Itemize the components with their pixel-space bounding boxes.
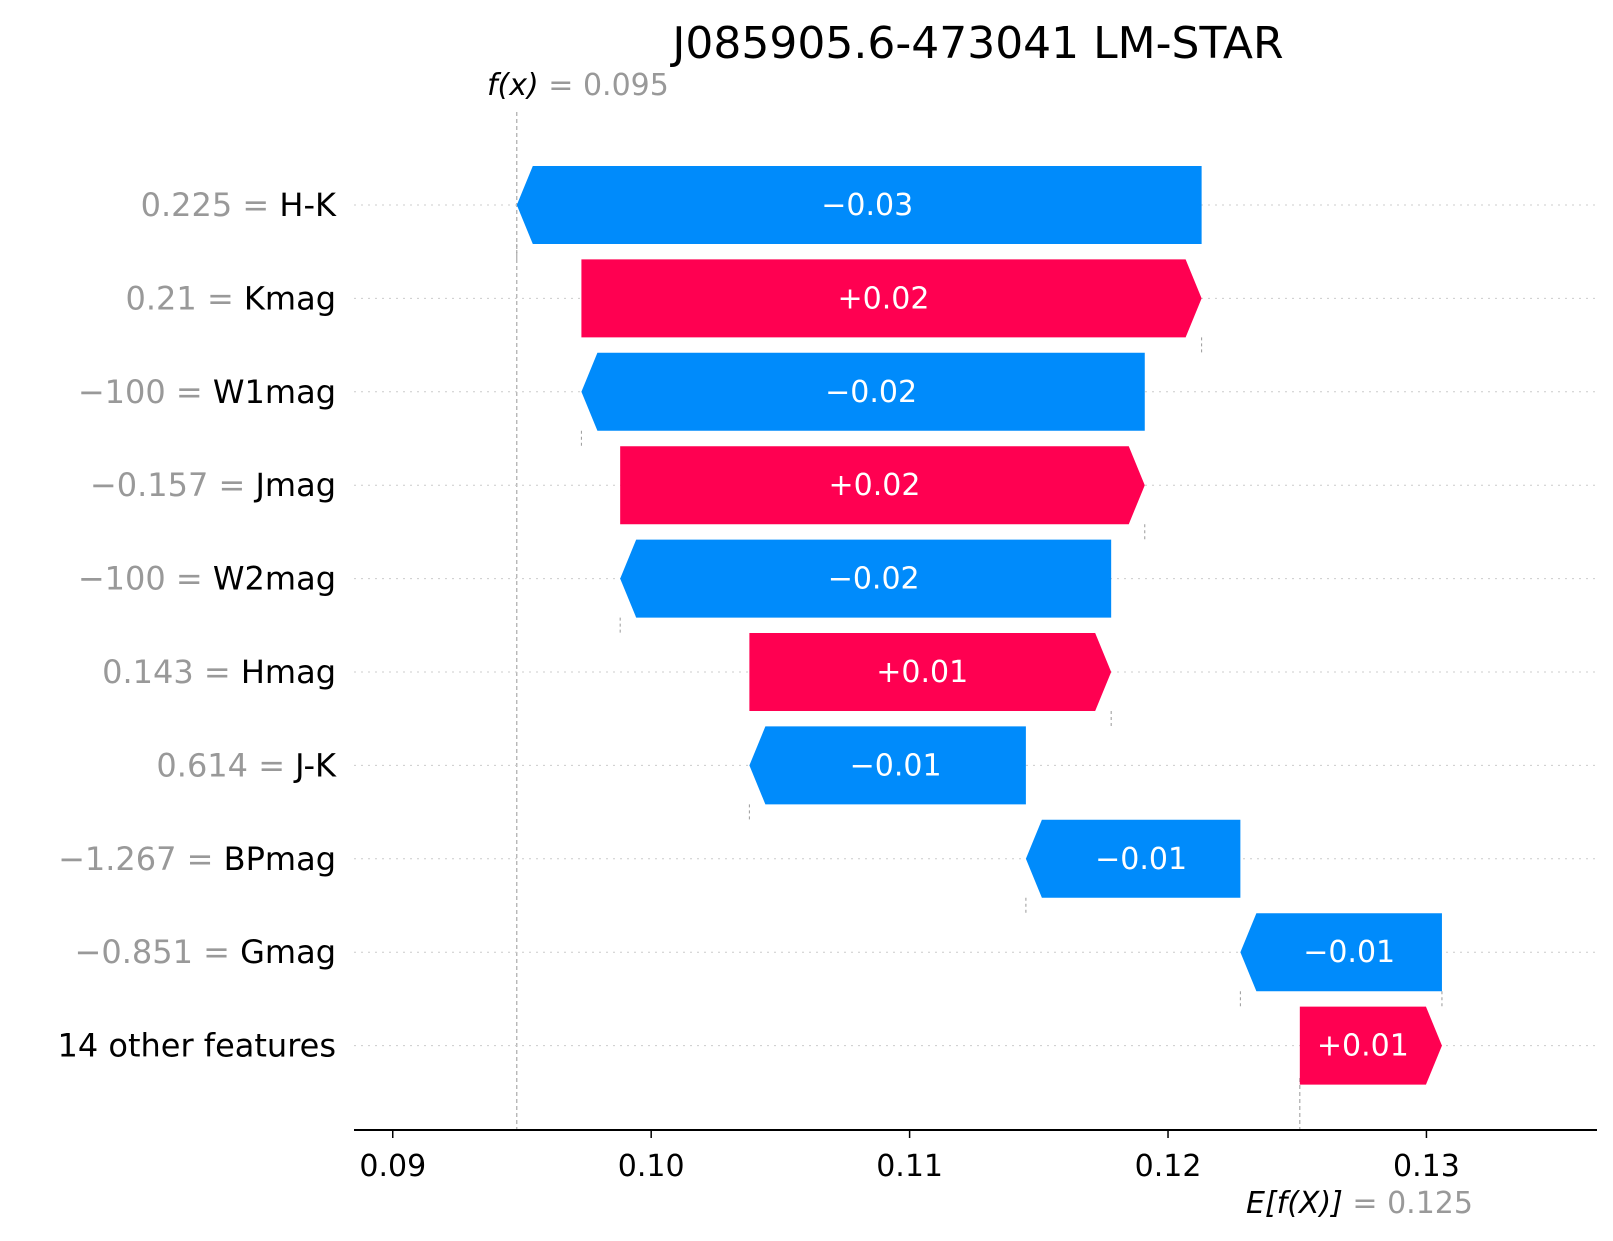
feature-name: W1mag [213,373,336,411]
bar-value-label: +0.02 [829,468,921,503]
feature-label: −0.851 = Gmag [75,933,336,971]
feature-name: BPmag [224,840,336,878]
base-value-label: E[f(X)] = 0.125 [1246,1186,1473,1221]
feature-label: −1.267 = BPmag [58,840,336,878]
feature-value: 0.21 = [126,279,244,317]
x-tick-label: 0.09 [359,1149,426,1184]
feature-value: 0.614 = [156,746,295,784]
fx-value: = 0.095 [539,68,669,103]
feature-value: −100 = [78,373,213,411]
feature-value: −1.267 = [58,840,224,878]
waterfall-bar-w1mag [581,352,1145,431]
feature-value: −0.851 = [75,933,241,971]
waterfall-bar-14-other-features [1299,1006,1442,1085]
x-tick-label: 0.11 [876,1149,943,1184]
waterfall-bar-gmag [1240,913,1442,992]
feature-value: −0.157 = [90,466,256,504]
feature-label: 0.614 = J-K [156,746,337,784]
x-tick-label: 0.10 [618,1149,685,1184]
feature-name: Hmag [241,653,336,691]
feature-name: 14 other features [57,1027,336,1065]
waterfall-bar-j-k [749,726,1026,805]
bar-value-label: −0.01 [850,748,942,783]
bar-value-label: −0.01 [1303,935,1395,970]
waterfall-bar-kmag [581,259,1202,338]
bar-value-label: −0.03 [821,188,913,223]
bar-value-label: +0.01 [876,655,968,690]
waterfall-bar-bpmag [1025,819,1241,898]
chart-title: J085905.6-473041 LM-STAR [669,18,1283,69]
bar-value-label: −0.01 [1095,842,1187,877]
x-tick-label: 0.13 [1393,1149,1460,1184]
waterfall-bar-h-k [516,166,1202,244]
fx-label: f(x) = 0.095 [487,68,669,103]
bar-value-label: −0.02 [825,375,917,410]
x-tick-label: 0.12 [1135,1149,1202,1184]
feature-name: J-K [293,746,337,784]
bar-value-label: +0.02 [838,281,930,316]
waterfall-bar-w2mag [620,539,1112,618]
feature-label: 0.143 = Hmag [102,653,336,691]
feature-label: −100 = W1mag [78,373,336,411]
bar-value-label: −0.02 [828,562,920,597]
fx-symbol: f(x) [487,68,539,103]
waterfall-bar-jmag [620,446,1145,525]
feature-label: −100 = W2mag [78,560,336,598]
feature-label: 14 other features [57,1027,336,1065]
feature-value: −100 = [78,560,213,598]
bar-value-label: +0.01 [1317,1029,1409,1064]
feature-label: −0.157 = Jmag [90,466,336,504]
feature-value: 0.225 = [141,186,280,224]
feature-label: 0.21 = Kmag [126,279,336,317]
base-symbol: E[f(X)] [1246,1186,1343,1221]
feature-name: H-K [279,186,337,224]
feature-name: W2mag [213,560,336,598]
base-value: = 0.125 [1343,1186,1473,1221]
feature-name: Kmag [244,279,336,317]
feature-name: Gmag [240,933,336,971]
feature-name: Jmag [253,466,336,504]
waterfall-bar-hmag [749,633,1112,711]
feature-label: 0.225 = H-K [141,186,337,224]
feature-value: 0.143 = [102,653,241,691]
